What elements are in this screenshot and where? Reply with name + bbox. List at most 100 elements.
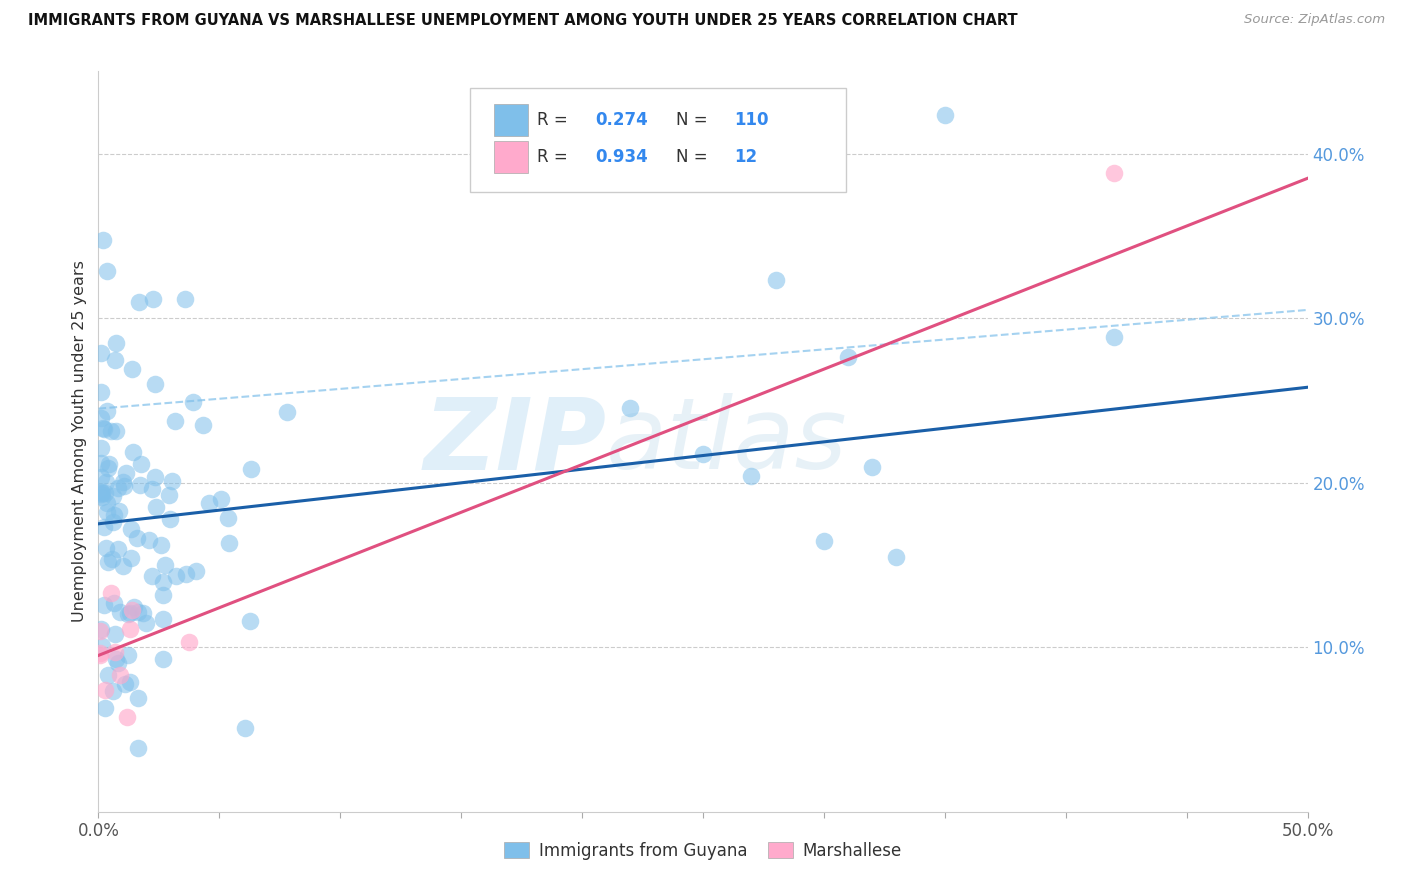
Point bbox=[104, 336, 127, 351]
Point bbox=[165, 569, 187, 583]
Bar bbox=[494, 141, 527, 173]
Point bbox=[276, 405, 298, 419]
Point bbox=[128, 295, 150, 310]
Point bbox=[100, 586, 122, 600]
Point bbox=[183, 395, 205, 409]
Point bbox=[145, 500, 167, 514]
Point bbox=[104, 627, 127, 641]
Point bbox=[124, 599, 146, 614]
Text: R =: R = bbox=[537, 111, 574, 128]
Point bbox=[692, 447, 714, 461]
Point bbox=[90, 484, 112, 499]
Point bbox=[114, 677, 136, 691]
Point bbox=[740, 468, 762, 483]
Point bbox=[115, 710, 138, 724]
Point bbox=[159, 512, 181, 526]
Point bbox=[90, 346, 112, 360]
Point bbox=[157, 487, 180, 501]
Point bbox=[96, 263, 118, 277]
Point bbox=[143, 376, 166, 391]
Point bbox=[108, 504, 131, 518]
Point bbox=[108, 668, 131, 682]
Point bbox=[101, 489, 124, 503]
Point bbox=[93, 421, 115, 435]
Point bbox=[97, 667, 120, 681]
Point bbox=[103, 596, 125, 610]
Point bbox=[149, 538, 172, 552]
Point bbox=[97, 457, 120, 471]
Point bbox=[103, 515, 125, 529]
Point bbox=[94, 701, 117, 715]
Point bbox=[117, 607, 139, 622]
Point bbox=[104, 424, 127, 438]
Y-axis label: Unemployment Among Youth under 25 years: Unemployment Among Youth under 25 years bbox=[72, 260, 87, 623]
Point bbox=[127, 606, 149, 620]
Point bbox=[934, 108, 956, 122]
Point bbox=[90, 623, 112, 637]
Point bbox=[860, 459, 883, 474]
Point bbox=[112, 479, 135, 493]
Point bbox=[198, 496, 221, 510]
Point bbox=[186, 564, 208, 578]
Point bbox=[96, 404, 118, 418]
Point bbox=[117, 648, 139, 662]
Point bbox=[115, 466, 138, 480]
Point bbox=[96, 496, 118, 510]
Text: Source: ZipAtlas.com: Source: ZipAtlas.com bbox=[1244, 13, 1385, 27]
Point bbox=[120, 522, 142, 536]
Text: 110: 110 bbox=[734, 111, 769, 128]
Point bbox=[127, 741, 149, 756]
Point bbox=[120, 674, 142, 689]
Text: ZIP: ZIP bbox=[423, 393, 606, 490]
Point bbox=[837, 350, 859, 364]
Text: N =: N = bbox=[676, 111, 713, 128]
Point bbox=[218, 536, 240, 550]
Point bbox=[135, 616, 157, 631]
Point bbox=[128, 478, 150, 492]
Point bbox=[93, 421, 115, 435]
Point bbox=[138, 533, 160, 548]
Point bbox=[94, 486, 117, 500]
Point bbox=[239, 614, 262, 628]
Point bbox=[152, 612, 174, 626]
Point bbox=[127, 690, 149, 705]
Text: IMMIGRANTS FROM GUYANA VS MARSHALLESE UNEMPLOYMENT AMONG YOUTH UNDER 25 YEARS CO: IMMIGRANTS FROM GUYANA VS MARSHALLESE UN… bbox=[28, 13, 1018, 29]
Point bbox=[142, 292, 165, 306]
Point bbox=[120, 550, 142, 565]
Point bbox=[108, 605, 131, 619]
Point bbox=[233, 721, 256, 735]
Point bbox=[107, 541, 129, 556]
Text: 0.934: 0.934 bbox=[595, 148, 648, 166]
Point bbox=[217, 510, 239, 524]
Point bbox=[121, 362, 143, 376]
Legend: Immigrants from Guyana, Marshallese: Immigrants from Guyana, Marshallese bbox=[498, 835, 908, 866]
Point bbox=[239, 461, 262, 475]
Point bbox=[813, 533, 835, 548]
Text: N =: N = bbox=[676, 148, 713, 166]
Point bbox=[141, 482, 163, 496]
Point bbox=[104, 652, 127, 666]
Point bbox=[93, 599, 115, 613]
Point bbox=[619, 401, 641, 416]
Point bbox=[89, 646, 111, 660]
Point bbox=[112, 559, 135, 574]
FancyBboxPatch shape bbox=[470, 87, 845, 192]
Point bbox=[152, 588, 174, 602]
Bar bbox=[494, 104, 527, 136]
Point bbox=[118, 606, 141, 620]
Point bbox=[103, 508, 125, 522]
Point bbox=[94, 682, 117, 697]
Point bbox=[191, 418, 214, 433]
Point bbox=[129, 458, 152, 472]
Text: R =: R = bbox=[537, 148, 574, 166]
Point bbox=[121, 445, 143, 459]
Point bbox=[152, 574, 174, 589]
Point bbox=[89, 648, 111, 663]
Point bbox=[90, 384, 112, 399]
Point bbox=[174, 292, 197, 306]
Point bbox=[94, 475, 117, 489]
Point bbox=[90, 487, 112, 501]
Point bbox=[103, 683, 125, 698]
Point bbox=[90, 490, 112, 504]
Point bbox=[765, 273, 787, 287]
